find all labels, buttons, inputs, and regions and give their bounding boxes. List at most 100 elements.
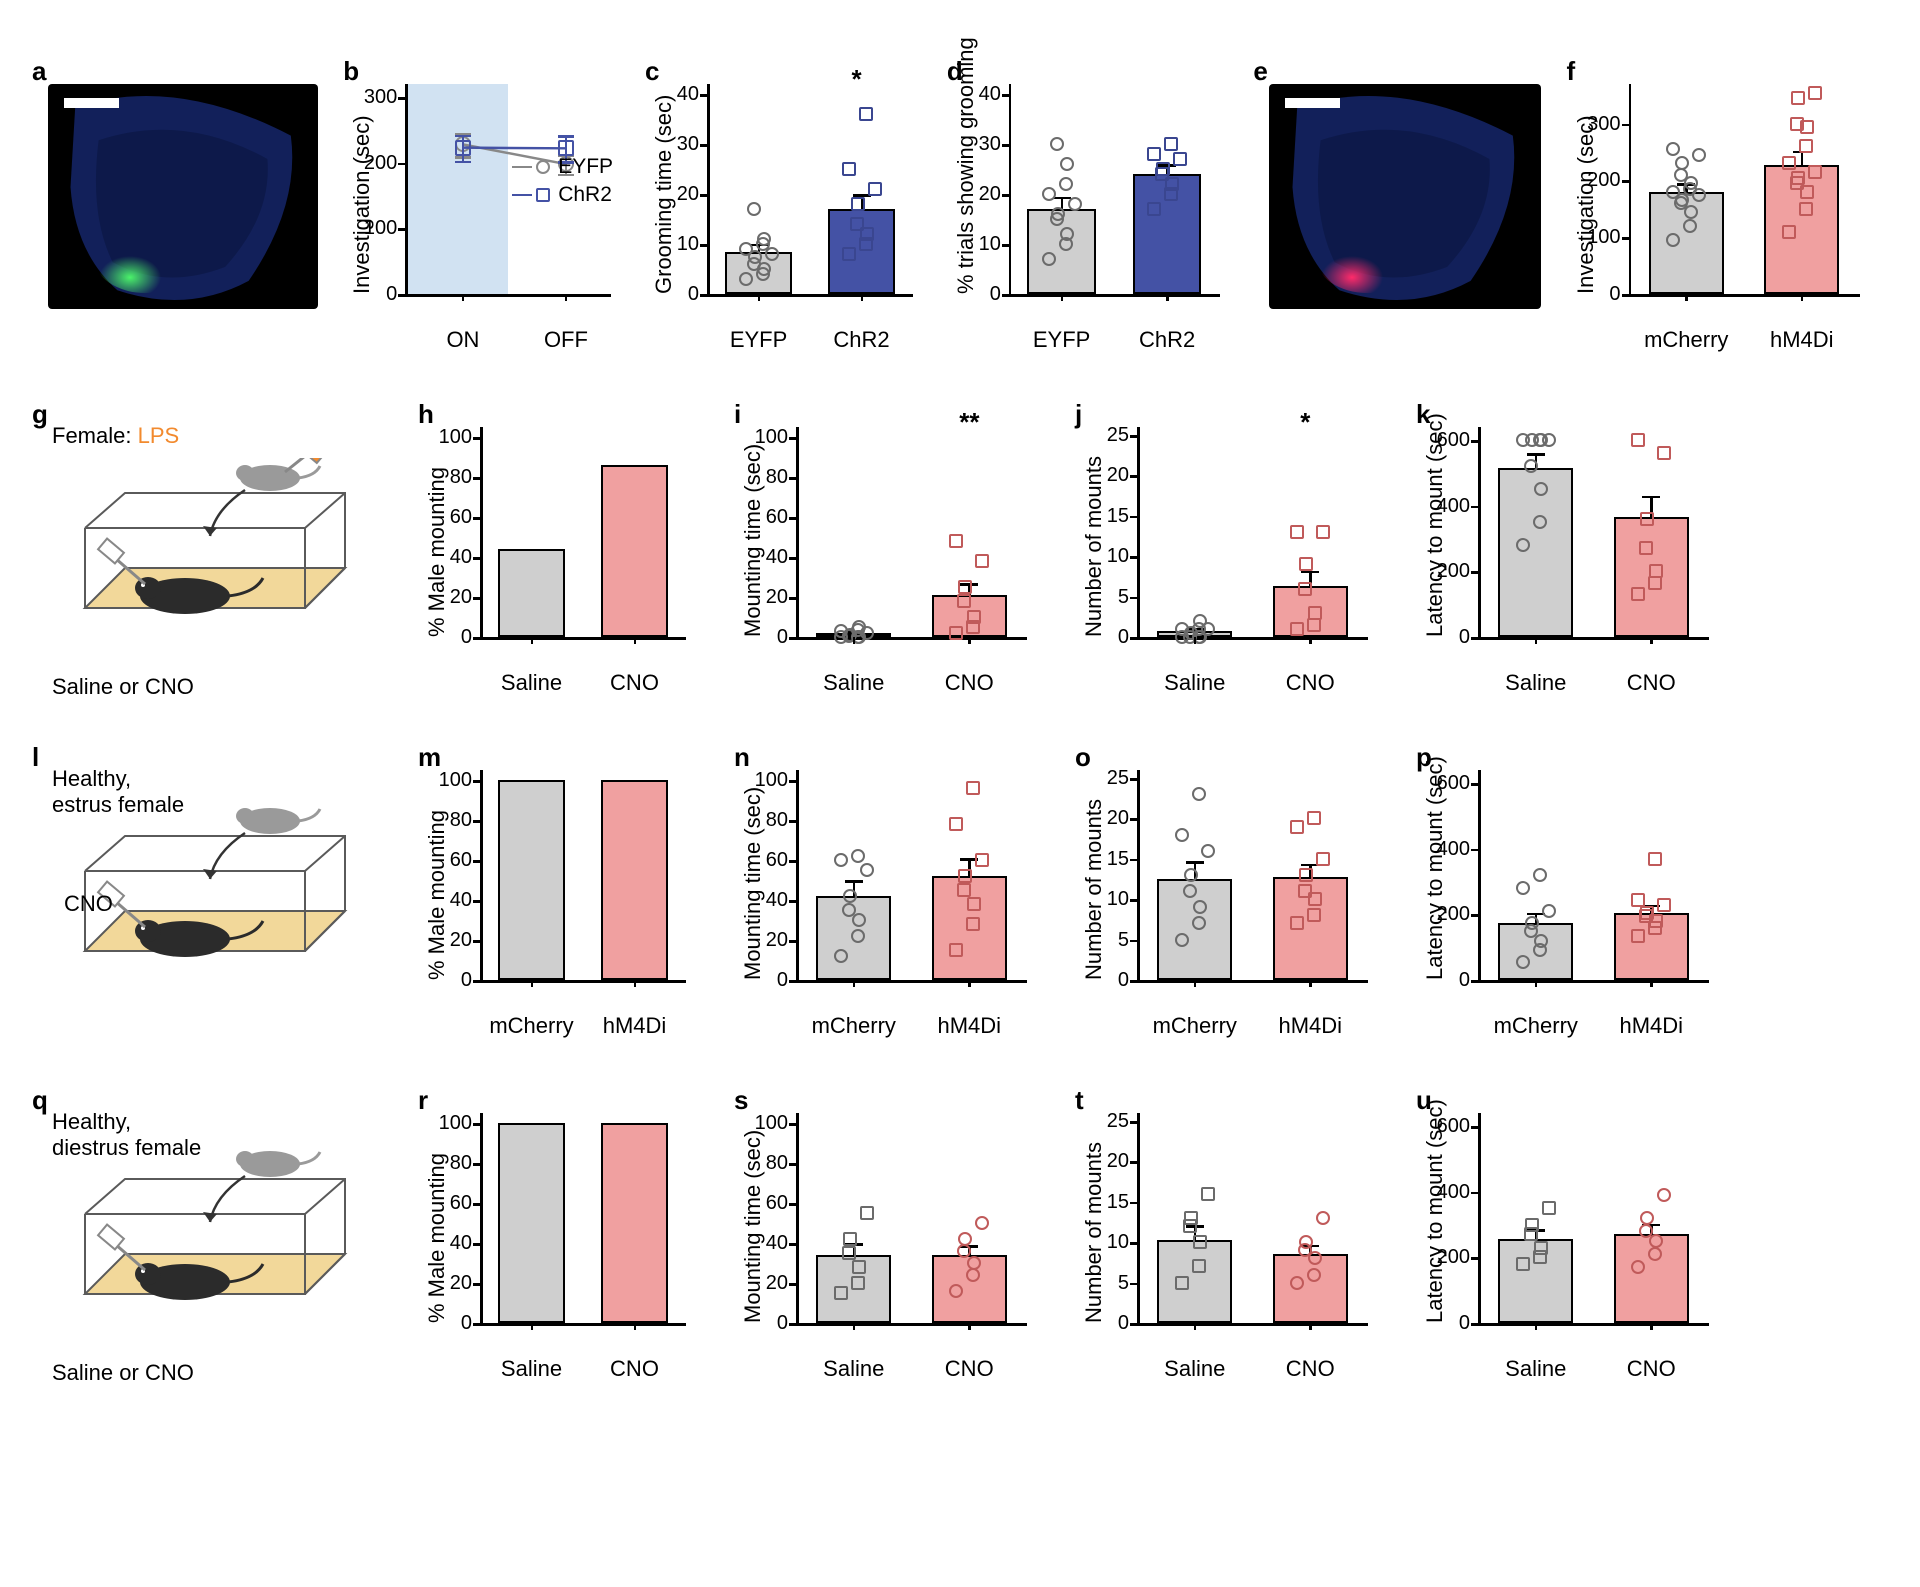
data-point bbox=[1525, 1218, 1539, 1232]
data-point bbox=[1657, 1188, 1671, 1202]
data-point bbox=[1666, 185, 1680, 199]
data-point bbox=[842, 247, 856, 261]
bar-hM4Di bbox=[601, 780, 668, 980]
panel-label: r bbox=[418, 1085, 428, 1116]
data-point bbox=[1042, 187, 1056, 201]
data-point bbox=[834, 1286, 848, 1300]
data-point bbox=[1068, 197, 1082, 211]
panel-label: q bbox=[32, 1085, 48, 1116]
y-axis-label: Investigation (sec) bbox=[1573, 115, 1599, 294]
x-category: CNO bbox=[1594, 1356, 1710, 1382]
data-point bbox=[843, 889, 857, 903]
data-point bbox=[1316, 1211, 1330, 1225]
data-point bbox=[1649, 1234, 1663, 1248]
data-point bbox=[1516, 881, 1530, 895]
panel-a: a bbox=[30, 60, 305, 325]
panel-u: u0200400600Latency to mount (sec)SalineC… bbox=[1414, 1089, 1719, 1354]
x-category: Saline bbox=[1137, 1356, 1253, 1382]
panel-label: i bbox=[734, 399, 741, 430]
panel-label: f bbox=[1567, 56, 1576, 87]
brain-histology bbox=[1269, 84, 1541, 309]
data-point bbox=[1193, 1235, 1207, 1249]
data-point bbox=[957, 883, 971, 897]
panel-j: j0510152025Number of mountsSalineCNO* bbox=[1073, 403, 1378, 668]
data-point bbox=[860, 1206, 874, 1220]
data-point bbox=[966, 781, 980, 795]
x-category: CNO bbox=[1253, 1356, 1369, 1382]
panel-l: lHealthy,estrus female CNO bbox=[30, 746, 380, 1011]
data-point bbox=[843, 1232, 857, 1246]
data-point bbox=[1042, 252, 1056, 266]
data-point bbox=[1657, 898, 1671, 912]
data-point bbox=[1631, 1260, 1645, 1274]
panel-label: j bbox=[1075, 399, 1082, 430]
x-category: Saline bbox=[1478, 670, 1594, 696]
y-axis-label: Latency to mount (sec) bbox=[1422, 756, 1448, 980]
data-point bbox=[1649, 564, 1663, 578]
data-point bbox=[1533, 868, 1547, 882]
y-axis-label: % trials showing grooming bbox=[953, 37, 979, 294]
data-point bbox=[1051, 207, 1065, 221]
data-point bbox=[1542, 1201, 1556, 1215]
x-category: mCherry bbox=[1478, 1013, 1594, 1039]
data-point bbox=[949, 817, 963, 831]
y-axis-label: Number of mounts bbox=[1081, 456, 1107, 637]
data-point bbox=[949, 626, 963, 640]
data-point bbox=[1175, 828, 1189, 842]
data-point bbox=[1290, 916, 1304, 930]
data-point bbox=[1791, 171, 1805, 185]
x-category: Saline bbox=[1137, 670, 1253, 696]
data-point bbox=[1524, 459, 1538, 473]
data-point bbox=[1790, 117, 1804, 131]
panel-c: c010203040Grooming time (sec)EYFPChR2* bbox=[643, 60, 909, 325]
data-point bbox=[850, 217, 864, 231]
data-point bbox=[747, 202, 761, 216]
x-category: EYFP bbox=[1009, 327, 1115, 353]
y-axis-label: Number of mounts bbox=[1081, 1142, 1107, 1323]
panel-i: i020406080100Mounting time (sec)SalineCN… bbox=[732, 403, 1037, 668]
data-point bbox=[949, 943, 963, 957]
data-point bbox=[1299, 1235, 1313, 1249]
significance-marker: * bbox=[1300, 407, 1310, 438]
panel-q: qHealthy,diestrus female Saline or CNO bbox=[30, 1089, 380, 1354]
data-point bbox=[1059, 177, 1073, 191]
data-point bbox=[1184, 1211, 1198, 1225]
data-point bbox=[1640, 512, 1654, 526]
x-category: CNO bbox=[583, 1356, 686, 1382]
data-point bbox=[1692, 148, 1706, 162]
data-point bbox=[1184, 868, 1198, 882]
data-point bbox=[1675, 156, 1689, 170]
data-point bbox=[958, 869, 972, 883]
data-point bbox=[1298, 884, 1312, 898]
data-point bbox=[1534, 934, 1548, 948]
data-point bbox=[834, 624, 848, 638]
panel-label: e bbox=[1253, 56, 1267, 87]
significance-marker: ** bbox=[959, 407, 979, 438]
data-point bbox=[1050, 137, 1064, 151]
x-category: Saline bbox=[1478, 1356, 1594, 1382]
data-point bbox=[1799, 202, 1813, 216]
data-point bbox=[851, 197, 865, 211]
data-point bbox=[1192, 916, 1206, 930]
panel-f: f0100200300Investigation (sec)mCherryhM4… bbox=[1565, 60, 1855, 325]
x-category: CNO bbox=[912, 670, 1028, 696]
data-point bbox=[1534, 1241, 1548, 1255]
data-point bbox=[859, 107, 873, 121]
data-point bbox=[1298, 582, 1312, 596]
data-point bbox=[957, 594, 971, 608]
panel-label: t bbox=[1075, 1085, 1084, 1116]
panel-m: m020406080100% Male mountingmCherryhM4Di bbox=[416, 746, 696, 1011]
x-category: Saline bbox=[796, 670, 912, 696]
data-point bbox=[958, 1232, 972, 1246]
data-point bbox=[852, 1260, 866, 1274]
data-point bbox=[1516, 1257, 1530, 1271]
panel-e: e bbox=[1251, 60, 1528, 325]
data-point bbox=[967, 897, 981, 911]
y-axis-label: Mounting time (sec) bbox=[740, 1130, 766, 1323]
y-axis-label: Latency to mount (sec) bbox=[1422, 1099, 1448, 1323]
data-point bbox=[1516, 955, 1530, 969]
panel-label: l bbox=[32, 742, 39, 773]
x-category: hM4Di bbox=[1594, 1013, 1710, 1039]
data-point bbox=[842, 1246, 856, 1260]
data-point bbox=[1631, 929, 1645, 943]
